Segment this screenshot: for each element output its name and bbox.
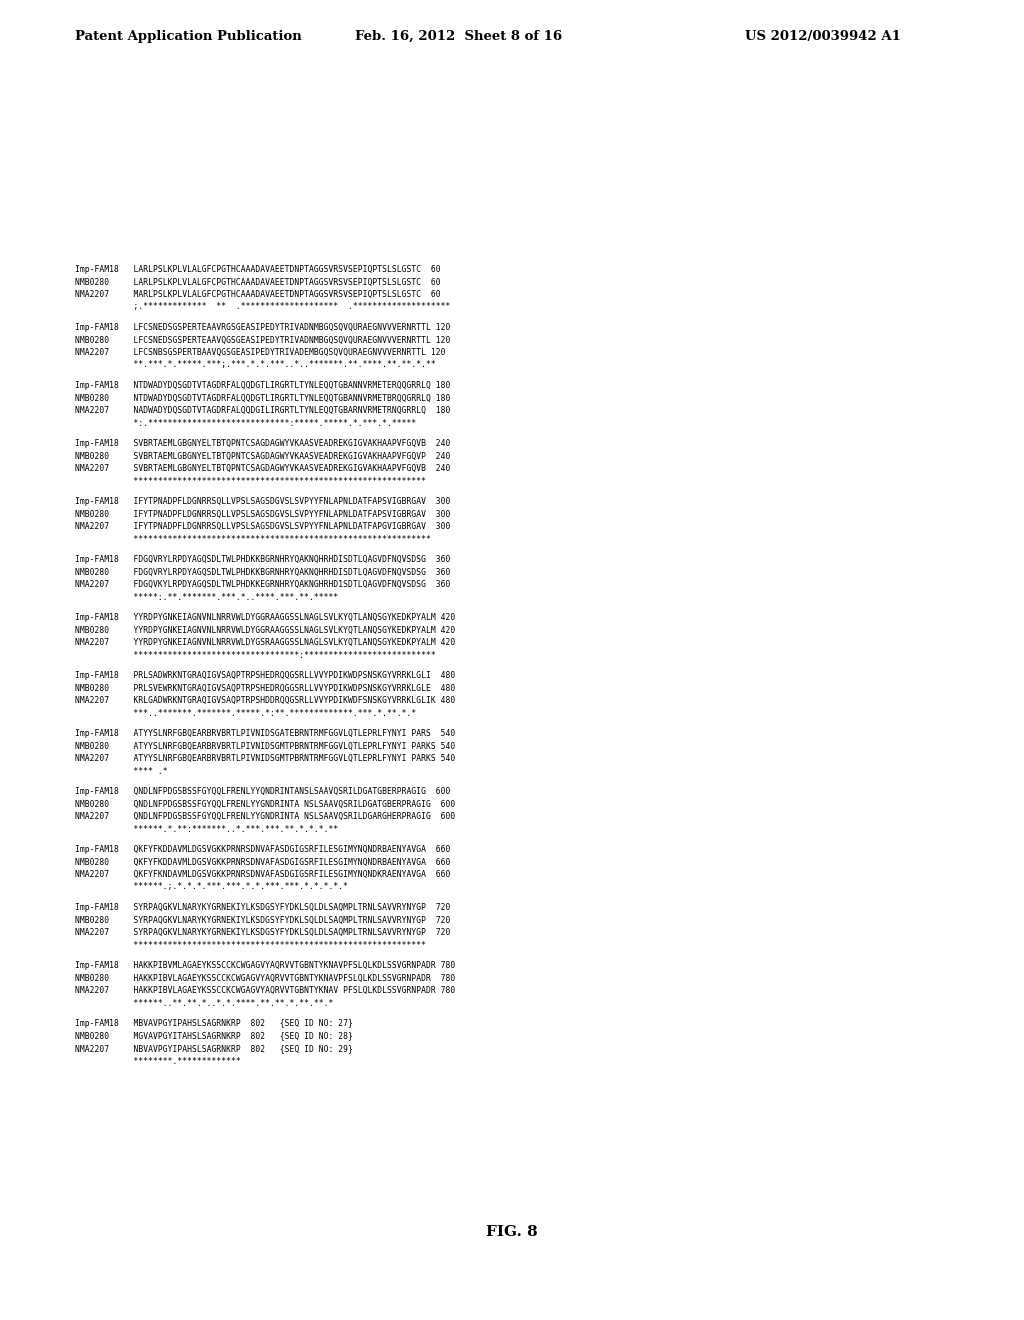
Text: NMB0280     NTDWADYDQSGDTVTAGDRFALQQDGTLIRGRTLTYNLEQQTGBANNVRMETBRQQGRRLQ 180: NMB0280 NTDWADYDQSGDTVTAGDRFALQQDGTLIRGR… xyxy=(75,393,451,403)
Text: Imp-FAM18   SVBRTAEMLGBGNYELTBTQPNTCSAGDAGWYVKAASVEADREKGIGVAKHAAPVFGQVB  240: Imp-FAM18 SVBRTAEMLGBGNYELTBTQPNTCSAGDAG… xyxy=(75,440,451,447)
Text: Imp-FAM18   IFYTPNADPFLDGNRRSQLLVPSLSAGSDGVSLSVPYYFNLAPNLDATFAPSVIGBRGAV  300: Imp-FAM18 IFYTPNADPFLDGNRRSQLLVPSLSAGSDG… xyxy=(75,498,451,506)
Text: NMA2207     NBVAVPGYIPAHSLSAGRNKRP  802   {SEQ ID NO: 29}: NMA2207 NBVAVPGYIPAHSLSAGRNKRP 802 {SEQ … xyxy=(75,1044,353,1053)
Text: *:.*****************************:*****.*****.*.***.*.*****: *:.*****************************:*****.*… xyxy=(75,418,416,428)
Text: NMB0280     HAKKPIBVLAGAEYKSSCCKCWGAGVYAQRVVTGBNTYKNAVPFSLQLKDLSSVGRNPADR  780: NMB0280 HAKKPIBVLAGAEYKSSCCKCWGAGVYAQRVV… xyxy=(75,974,456,982)
Text: NMB0280     FDGQVRYLRPDYAGQSDLTWLPHDKKBGRNHRYQAKNQHRHDISDTLQAGVDFNQVSDSG  360: NMB0280 FDGQVRYLRPDYAGQSDLTWLPHDKKBGRNHR… xyxy=(75,568,451,577)
Text: Feb. 16, 2012  Sheet 8 of 16: Feb. 16, 2012 Sheet 8 of 16 xyxy=(355,30,562,44)
Text: **.***.*.*****.***;.***.*.*.***..*..*******.**.****.**.**.*.**: **.***.*.*****.***;.***.*.*.***..*..****… xyxy=(75,360,436,370)
Text: ***..*******.*******.*****.*:**.*************.***.*.**.*.*: ***..*******.*******.*****.*:**.********… xyxy=(75,709,416,718)
Text: ******..**.**.*..*.*.****.**.**.*.**.**.*: ******..**.**.*..*.*.****.**.**.*.**.**.… xyxy=(75,998,334,1007)
Text: NMB0280     YYRDPYGNKEIAGNVNLNRRVWLDYGGRAAGGSSLNAGLSVLKYQTLANQSGYKEDKPYALM 420: NMB0280 YYRDPYGNKEIAGNVNLNRRVWLDYGGRAAGG… xyxy=(75,626,456,635)
Text: NMA2207     QNDLNFPDGSBSSFGYQQLFRENLYYGNDRINTA NSLSAAVQSRILDGARGHERPRAGIG  600: NMA2207 QNDLNFPDGSBSSFGYQQLFRENLYYGNDRIN… xyxy=(75,812,456,821)
Text: NMA2207     QKFYFKNDAVMLDGSVGKKPRNRSDNVAFASDGIGSRFILESGIMYNQNDKRAENYAVGA  660: NMA2207 QKFYFKNDAVMLDGSVGKKPRNRSDNVAFASD… xyxy=(75,870,451,879)
Text: ******.*.**:*******..*.***.***.**.*.*.*.**: ******.*.**:*******..*.***.***.**.*.*.*.… xyxy=(75,825,338,833)
Text: Imp-FAM18   FDGQVRYLRPDYAGQSDLTWLPHDKKBGRNHRYQAKNQHRHDISDTLQAGVDFNQVSDSG  360: Imp-FAM18 FDGQVRYLRPDYAGQSDLTWLPHDKKBGRN… xyxy=(75,554,451,564)
Text: ********.*************: ********.************* xyxy=(75,1056,241,1065)
Text: **** .*: **** .* xyxy=(75,767,168,776)
Text: NMB0280     QNDLNFPDGSBSSFGYQQLFRENLYYGNDRINTA NSLSAAVQSRILDGATGBERPRAGIG  600: NMB0280 QNDLNFPDGSBSSFGYQQLFRENLYYGNDRIN… xyxy=(75,800,456,808)
Text: NMB0280     LARLPSLKPLVLALGFCPGTHCAAADAVAEETDNPTAGGSVRSVSEPIQPTSLSLGSTC  60: NMB0280 LARLPSLKPLVLALGFCPGTHCAAADAVAEET… xyxy=(75,277,440,286)
Text: NMA2207     FDGQVKYLRPDYAGQSDLTWLPHDKKEGRNHRYQAKNGHRHD1SDTLQAGVDFNQVSDSG  360: NMA2207 FDGQVKYLRPDYAGQSDLTWLPHDKKEGRNHR… xyxy=(75,579,451,589)
Text: NMA2207     ATYYSLNRFGBQEARBRVBRTLPIVNIDSGMTPBRNTRMFGGVLQTLEPRLFYNYI PARKS 540: NMA2207 ATYYSLNRFGBQEARBRVBRTLPIVNIDSGMT… xyxy=(75,754,456,763)
Text: Imp-FAM18   SYRPAQGKVLNARYKYGRNEKIYLKSDGSYFYDKLSQLDLSAQMPLTRNLSAVVRYNYGP  720: Imp-FAM18 SYRPAQGKVLNARYKYGRNEKIYLKSDGSY… xyxy=(75,903,451,912)
Text: NMA2207     IFYTPNADPFLDGNRRSQLLVPSLSAGSDGVSLSVPYYFNLAPNLDATFAPGVIGBRGAV  300: NMA2207 IFYTPNADPFLDGNRRSQLLVPSLSAGSDGVS… xyxy=(75,521,451,531)
Text: NMA2207     YYRDPYGNKEIAGNVNLNRRVWLDYGSRAAGGSSLNAGLSVLKYQTLANQSGYKEDKPYALM 420: NMA2207 YYRDPYGNKEIAGNVNLNRRVWLDYGSRAAGG… xyxy=(75,638,456,647)
Text: NMB0280     SVBRTAEMLGBGNYELTBTQPNTCSAGDAGWYVKAASVEADREKGIGVAKHAAPVFGQVP  240: NMB0280 SVBRTAEMLGBGNYELTBTQPNTCSAGDAGWY… xyxy=(75,451,451,461)
Text: ************************************************************: ****************************************… xyxy=(75,477,426,486)
Text: Imp-FAM18   LFCSNEDSGSPERTEAAVRGSGEASIPEDYTRIVADNMBGQSQVQURAEGNVVVERNRTTL 120: Imp-FAM18 LFCSNEDSGSPERTEAAVRGSGEASIPEDY… xyxy=(75,323,451,333)
Text: NMA2207     SVBRTAEMLGBGNYELTBTQPNTCSAGDAGWYVKAASVEADREKGIGVAKHAAPVFGQVB  240: NMA2207 SVBRTAEMLGBGNYELTBTQPNTCSAGDAGWY… xyxy=(75,465,451,473)
Text: Imp-FAM18   LARLPSLKPLVLALGFCPGTHCAAADAVAEETDNPTAGGSVRSVSEPIQPTSLSLGSTC  60: Imp-FAM18 LARLPSLKPLVLALGFCPGTHCAAADAVAE… xyxy=(75,265,440,275)
Text: NMA2207     MARLPSLKPLVLALGFCPGTHCAAADAVAEETDNPTAGGSVRSVSEPIQPTSLSLGSTC  60: NMA2207 MARLPSLKPLVLALGFCPGTHCAAADAVAEET… xyxy=(75,290,440,300)
Text: ******.;.*.*.*.***.***.*.*.***.***.*.*.*.*.*: ******.;.*.*.*.***.***.*.*.***.***.*.*.*… xyxy=(75,883,348,891)
Text: NMB0280     PRLSVEWRKNTGRAQIGVSAQPTRPSHEDRQGGSRLLVVYPDIKWDPSNSKGYVRRKLGLE  480: NMB0280 PRLSVEWRKNTGRAQIGVSAQPTRPSHEDRQG… xyxy=(75,684,456,693)
Text: NMB0280     QKFYFKDDAVMLDGSVGKKPRNRSDNVAFASDGIGSRFILESGIMYNQNDRBAENYAVGA  660: NMB0280 QKFYFKDDAVMLDGSVGKKPRNRSDNVAFASD… xyxy=(75,858,451,866)
Text: NMA2207     KRLGADWRKNTGRAQIGVSAQPTRPSHDDRQQGSRLLVVYPDIKWDFSNSKGYVRRKLGLIK 480: NMA2207 KRLGADWRKNTGRAQIGVSAQPTRPSHDDRQQ… xyxy=(75,696,456,705)
Text: US 2012/0039942 A1: US 2012/0039942 A1 xyxy=(745,30,901,44)
Text: Imp-FAM18   PRLSADWRKNTGRAQIGVSAQPTRPSHEDRQQGSRLLVVYPDIKWDPSNSKGYVRRKLGLI  480: Imp-FAM18 PRLSADWRKNTGRAQIGVSAQPTRPSHEDR… xyxy=(75,671,456,680)
Text: Imp-FAM18   YYRDPYGNKEIAGNVNLNRRVWLDYGGRAAGGSSLNAGLSVLKYQTLANQSGYKEDKPYALM 420: Imp-FAM18 YYRDPYGNKEIAGNVNLNRRVWLDYGGRAA… xyxy=(75,612,456,622)
Text: Imp-FAM18   MBVAVPGYIPAHSLSAGRNKRP  802   {SEQ ID NO: 27}: Imp-FAM18 MBVAVPGYIPAHSLSAGRNKRP 802 {SE… xyxy=(75,1019,353,1028)
Text: NMA2207     SYRPAQGKVLNARYKYGRNEKIYLKSDGSYFYDKLSQLDLSAQMPLTRNLSAVVRYNYGP  720: NMA2207 SYRPAQGKVLNARYKYGRNEKIYLKSDGSYFY… xyxy=(75,928,451,937)
Text: NMA2207     HAKKPIBVLAGAEYKSSCCKCWGAGVYAQRVVTGBNTYKNAV PFSLQLKDLSSVGRNPADR 780: NMA2207 HAKKPIBVLAGAEYKSSCCKCWGAGVYAQRVV… xyxy=(75,986,456,995)
Text: Imp-FAM18   QKFYFKDDAVMLDGSVGKKPRNRSDNVAFASDGIGSRFILESGIMYNQNDRBAENYAVGA  660: Imp-FAM18 QKFYFKDDAVMLDGSVGKKPRNRSDNVAFA… xyxy=(75,845,451,854)
Text: *************************************************************: ****************************************… xyxy=(75,535,431,544)
Text: NMB0280     MGVAVPGYITAHSLSAGRNKRP  802   {SEQ ID NO: 28}: NMB0280 MGVAVPGYITAHSLSAGRNKRP 802 {SEQ … xyxy=(75,1031,353,1040)
Text: NMA2207     NADWADYDQSGDTVTAGDRFALQQDGILIRGRTLTYNLEQQTGBARNVRMETRNQGRRLQ  180: NMA2207 NADWADYDQSGDTVTAGDRFALQQDGILIRGR… xyxy=(75,407,451,414)
Text: **********************************:***************************: **********************************:*****… xyxy=(75,651,436,660)
Text: Imp-FAM18   NTDWADYDQSGDTVTAGDRFALQQDGTLIRGRTLTYNLEQQTGBANNVRMETERQQGRRLQ 180: Imp-FAM18 NTDWADYDQSGDTVTAGDRFALQQDGTLIR… xyxy=(75,381,451,389)
Text: ;.*************  **  .********************  .********************: ;.************* ** .********************… xyxy=(75,302,451,312)
Text: *****:.**.*******.***.*..****.***.**.*****: *****:.**.*******.***.*..****.***.**.***… xyxy=(75,593,338,602)
Text: NMB0280     LFCSNEDSGSPERTEAAVQGSGEASIPEDYTRIVADNMBGQSQVQURAEGNVVVERNRTTL 120: NMB0280 LFCSNEDSGSPERTEAAVQGSGEASIPEDYTR… xyxy=(75,335,451,345)
Text: NMB0280     ATYYSLNRFGBQEARBRVBRTLPIVNIDSGMTPBRNTRMFGGVLQTLEPRLFYNYI PARKS 540: NMB0280 ATYYSLNRFGBQEARBRVBRTLPIVNIDSGMT… xyxy=(75,742,456,751)
Text: ************************************************************: ****************************************… xyxy=(75,940,426,949)
Text: NMB0280     IFYTPNADPFLDGNRRSQLLVPSLSAGSDGVSLSVPYYFNLAPNLDATFAPSVIGBRGAV  300: NMB0280 IFYTPNADPFLDGNRRSQLLVPSLSAGSDGVS… xyxy=(75,510,451,519)
Text: NMA2207     LFCSNBSGSPERTBAAVQGSGEASIPEDYTRIVADEMBGQSQVQURAEGNVVVERNRTTL 120: NMA2207 LFCSNBSGSPERTBAAVQGSGEASIPEDYTRI… xyxy=(75,348,445,356)
Text: Imp-FAM18   QNDLNFPDGSBSSFGYQQLFRENLYYQNDRINTANSLSAAVQSRILDGATGBERPRAGIG  600: Imp-FAM18 QNDLNFPDGSBSSFGYQQLFRENLYYQNDR… xyxy=(75,787,451,796)
Text: NMB0280     SYRPAQGKVLNARYKYGRNEKIYLKSDGSYFYDKLSQLDLSAQMPLTRNLSAVVRYNYGP  720: NMB0280 SYRPAQGKVLNARYKYGRNEKIYLKSDGSYFY… xyxy=(75,916,451,924)
Text: Imp-FAM18   HAKKPIBVMLAGAEYKSSCCKCWGAGVYAQRVVTGBNTYKNAVPFSLQLKDLSSVGRNPADR 780: Imp-FAM18 HAKKPIBVMLAGAEYKSSCCKCWGAGVYAQ… xyxy=(75,961,456,970)
Text: Imp-FAM18   ATYYSLNRFGBQEARBRVBRTLPIVNIDSGATEBRNTRMFGGVLQTLEPRLFYNYI PARS  540: Imp-FAM18 ATYYSLNRFGBQEARBRVBRTLPIVNIDSG… xyxy=(75,729,456,738)
Text: FIG. 8: FIG. 8 xyxy=(486,1225,538,1239)
Text: Patent Application Publication: Patent Application Publication xyxy=(75,30,302,44)
